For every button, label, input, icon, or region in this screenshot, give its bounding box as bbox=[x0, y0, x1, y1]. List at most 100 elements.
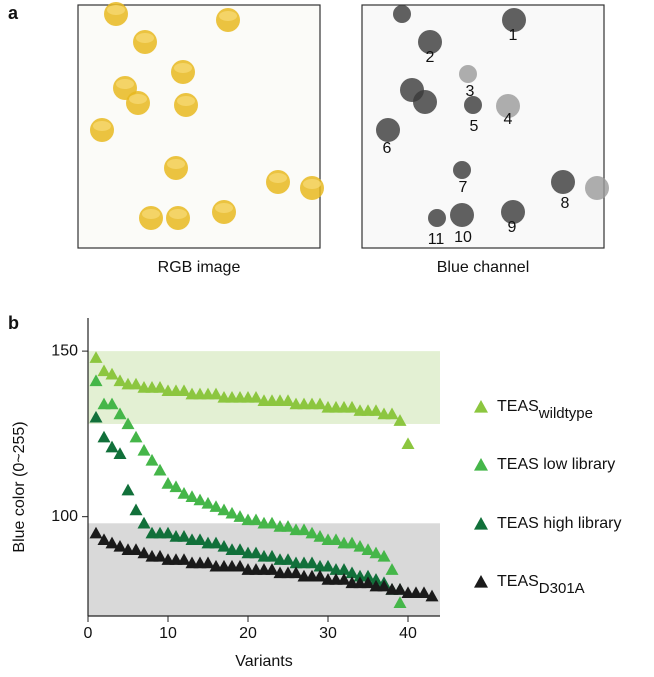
blob-highlight bbox=[169, 209, 187, 219]
panel-label: b bbox=[8, 313, 19, 333]
blob-highlight bbox=[167, 159, 185, 169]
data-point bbox=[305, 526, 319, 539]
data-point bbox=[129, 543, 143, 555]
legend-label: TEAS high library bbox=[497, 515, 622, 532]
data-point bbox=[97, 533, 111, 546]
data-point bbox=[321, 559, 335, 572]
data-point bbox=[137, 546, 151, 559]
data-point bbox=[345, 400, 359, 413]
legend-name: TEAS bbox=[497, 398, 539, 415]
data-point bbox=[89, 526, 103, 539]
data-point bbox=[169, 480, 183, 493]
data-point bbox=[297, 523, 311, 536]
data-point bbox=[193, 533, 207, 546]
data-point bbox=[265, 563, 279, 575]
blob bbox=[453, 161, 471, 179]
data-point bbox=[393, 414, 407, 426]
data-point bbox=[337, 563, 351, 575]
data-point bbox=[345, 566, 359, 579]
blob-highlight bbox=[93, 121, 111, 131]
blob bbox=[585, 176, 609, 200]
data-point bbox=[137, 443, 151, 456]
data-point bbox=[113, 374, 127, 387]
blob bbox=[413, 90, 437, 114]
data-point bbox=[153, 549, 167, 562]
x-tick-label: 20 bbox=[239, 625, 257, 642]
data-point bbox=[217, 503, 231, 516]
rgb-image bbox=[77, 2, 324, 249]
data-point bbox=[209, 536, 223, 549]
image-number-label: 1 bbox=[509, 27, 518, 44]
x-tick-label: 10 bbox=[159, 625, 177, 642]
data-point bbox=[417, 586, 431, 599]
data-point bbox=[425, 589, 439, 602]
legend-subscript: D301A bbox=[539, 580, 585, 597]
legend-label: TEASwildtype bbox=[497, 398, 593, 422]
data-point bbox=[249, 513, 263, 526]
data-point bbox=[369, 404, 383, 416]
image-number-label: 7 bbox=[459, 179, 468, 196]
data-point bbox=[233, 510, 247, 522]
data-point bbox=[129, 430, 143, 443]
blob-highlight bbox=[303, 179, 321, 189]
data-point bbox=[105, 397, 119, 410]
data-point bbox=[113, 407, 127, 420]
data-point bbox=[313, 569, 327, 582]
data-point bbox=[337, 573, 351, 585]
blue-channel-image bbox=[361, 4, 609, 249]
data-point bbox=[265, 516, 279, 529]
data-point bbox=[217, 539, 231, 552]
blob bbox=[450, 203, 474, 227]
data-point bbox=[185, 490, 199, 502]
data-point bbox=[177, 553, 191, 565]
blob bbox=[428, 209, 446, 227]
data-point bbox=[393, 583, 407, 595]
data-point bbox=[249, 546, 263, 559]
data-point bbox=[265, 549, 279, 562]
image-caption: RGB image bbox=[158, 259, 241, 276]
data-point bbox=[177, 530, 191, 542]
blob bbox=[551, 170, 575, 194]
data-point bbox=[377, 579, 391, 592]
data-point bbox=[113, 539, 127, 552]
data-point bbox=[233, 559, 247, 572]
blob bbox=[496, 94, 520, 118]
data-point bbox=[361, 569, 375, 582]
data-point bbox=[289, 566, 303, 579]
data-point bbox=[105, 536, 119, 549]
data-point bbox=[97, 364, 111, 377]
blob bbox=[418, 30, 442, 54]
data-point bbox=[369, 573, 383, 585]
image-number-label: 2 bbox=[426, 49, 435, 66]
blob-highlight bbox=[129, 94, 147, 104]
image-number-label: 8 bbox=[561, 195, 570, 212]
data-point bbox=[89, 374, 103, 387]
data-point bbox=[385, 407, 399, 420]
legend-name: TEAS bbox=[497, 573, 539, 590]
data-point bbox=[329, 533, 343, 546]
data-point bbox=[89, 351, 103, 363]
data-point bbox=[145, 453, 159, 466]
y-axis-label: Blue color (0~255) bbox=[11, 421, 28, 552]
data-point bbox=[193, 493, 207, 506]
data-point bbox=[105, 440, 119, 453]
legend-marker bbox=[474, 517, 488, 530]
image-number-label: 3 bbox=[466, 83, 475, 100]
data-point bbox=[377, 549, 391, 562]
data-point bbox=[209, 387, 223, 400]
data-point bbox=[313, 530, 327, 542]
data-point bbox=[153, 463, 167, 476]
image-caption: Blue channel bbox=[437, 259, 530, 276]
blob-highlight bbox=[177, 96, 195, 106]
image-number-label: 6 bbox=[383, 140, 392, 157]
legend-name: TEAS low library bbox=[497, 456, 615, 473]
data-point bbox=[313, 397, 327, 410]
blob-highlight bbox=[142, 209, 160, 219]
image-number-label: 11 bbox=[428, 231, 445, 248]
data-point bbox=[121, 417, 135, 430]
x-tick-label: 30 bbox=[319, 625, 337, 642]
image-number-label: 5 bbox=[470, 118, 479, 135]
data-point bbox=[281, 394, 295, 406]
blob bbox=[502, 8, 526, 32]
data-point bbox=[113, 447, 127, 459]
